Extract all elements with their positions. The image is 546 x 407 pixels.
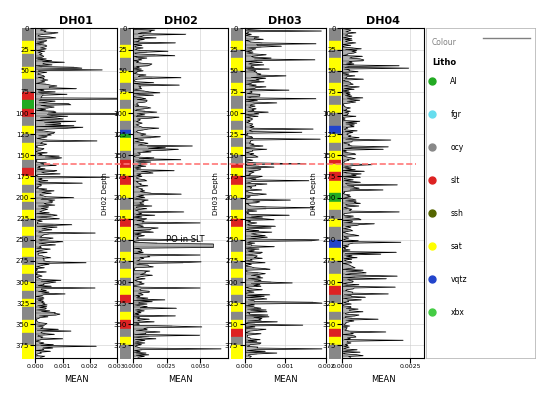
- X-axis label: MEAN: MEAN: [168, 375, 193, 384]
- Text: sat: sat: [450, 242, 462, 251]
- Text: Colour: Colour: [432, 38, 457, 47]
- X-axis label: MEAN: MEAN: [273, 375, 298, 384]
- Y-axis label: DH02 Depth: DH02 Depth: [102, 172, 108, 215]
- X-axis label: MEAN: MEAN: [64, 375, 88, 384]
- Text: ssh: ssh: [450, 209, 463, 218]
- Text: xbx: xbx: [450, 308, 464, 317]
- Text: slt: slt: [450, 176, 460, 185]
- Text: vqtz: vqtz: [450, 275, 467, 284]
- X-axis label: MEAN: MEAN: [371, 375, 395, 384]
- Text: Litho: Litho: [432, 58, 456, 67]
- Title: DH01: DH01: [59, 16, 93, 26]
- Text: fgr: fgr: [450, 110, 461, 119]
- Title: DH04: DH04: [366, 16, 400, 26]
- Text: PO in SLT: PO in SLT: [167, 235, 205, 244]
- Text: ocy: ocy: [450, 143, 464, 152]
- Y-axis label: DH03 Depth: DH03 Depth: [213, 172, 219, 215]
- Y-axis label: DH04 Depth: DH04 Depth: [311, 172, 317, 215]
- Title: DH02: DH02: [164, 16, 198, 26]
- Title: DH03: DH03: [269, 16, 302, 26]
- Text: Al: Al: [450, 77, 458, 86]
